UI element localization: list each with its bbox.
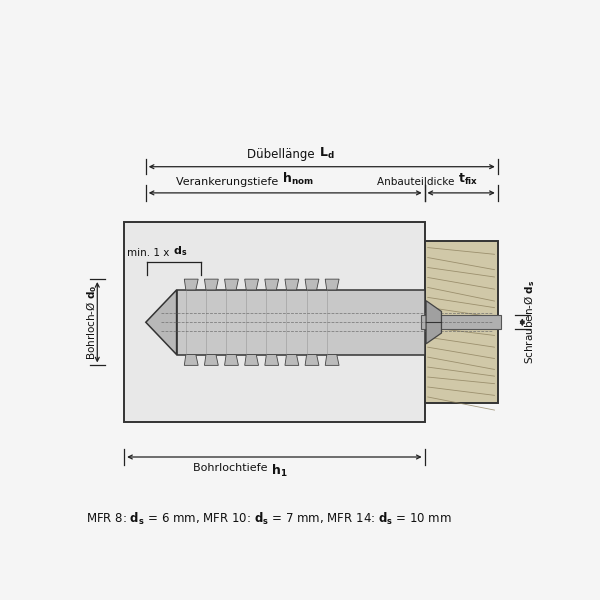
Polygon shape bbox=[325, 279, 339, 290]
Text: $\mathbf{h}_{\mathbf{1}}$: $\mathbf{h}_{\mathbf{1}}$ bbox=[271, 463, 288, 479]
Text: Dübellänge: Dübellänge bbox=[247, 148, 319, 161]
Polygon shape bbox=[224, 279, 238, 290]
Text: Anbauteildicke: Anbauteildicke bbox=[377, 177, 458, 187]
Text: $\mathbf{t}_{\mathbf{fix}}$: $\mathbf{t}_{\mathbf{fix}}$ bbox=[458, 172, 478, 187]
Polygon shape bbox=[426, 301, 442, 344]
Polygon shape bbox=[325, 355, 339, 365]
Bar bbox=[421, 316, 501, 329]
Bar bbox=[124, 222, 425, 422]
Text: min. 1 x: min. 1 x bbox=[127, 248, 173, 259]
Polygon shape bbox=[245, 355, 259, 365]
Text: Bohrloch-Ø $\mathbf{d}_{\mathbf{0}}$: Bohrloch-Ø $\mathbf{d}_{\mathbf{0}}$ bbox=[84, 284, 98, 360]
Polygon shape bbox=[224, 355, 238, 365]
Polygon shape bbox=[285, 355, 299, 365]
Text: $\mathbf{h}_{\mathbf{nom}}$: $\mathbf{h}_{\mathbf{nom}}$ bbox=[282, 170, 314, 187]
Polygon shape bbox=[245, 279, 259, 290]
Polygon shape bbox=[205, 355, 218, 365]
Text: $\mathbf{L}_{\mathbf{d}}$: $\mathbf{L}_{\mathbf{d}}$ bbox=[319, 145, 334, 161]
Polygon shape bbox=[285, 279, 299, 290]
Polygon shape bbox=[205, 279, 218, 290]
Text: Verankerungstiefe: Verankerungstiefe bbox=[176, 177, 282, 187]
Polygon shape bbox=[146, 290, 176, 355]
Polygon shape bbox=[184, 355, 198, 365]
Bar bbox=[176, 290, 425, 355]
Text: Schrauben-Ø $\mathbf{d}_{\mathbf{s}}$: Schrauben-Ø $\mathbf{d}_{\mathbf{s}}$ bbox=[523, 280, 538, 364]
Polygon shape bbox=[265, 279, 278, 290]
Polygon shape bbox=[184, 279, 198, 290]
Polygon shape bbox=[265, 355, 278, 365]
Text: $\mathbf{d}_{\mathbf{s}}$: $\mathbf{d}_{\mathbf{s}}$ bbox=[173, 245, 187, 259]
Text: MFR 8: $\mathbf{d_s}$ = 6 mm, MFR 10: $\mathbf{d_s}$ = 7 mm, MFR 14: $\mathbf{d_: MFR 8: $\mathbf{d_s}$ = 6 mm, MFR 10: $\… bbox=[86, 511, 452, 527]
Polygon shape bbox=[305, 355, 319, 365]
Text: Bohrlochtiefe: Bohrlochtiefe bbox=[193, 463, 271, 473]
Bar bbox=[425, 241, 497, 403]
Polygon shape bbox=[305, 279, 319, 290]
